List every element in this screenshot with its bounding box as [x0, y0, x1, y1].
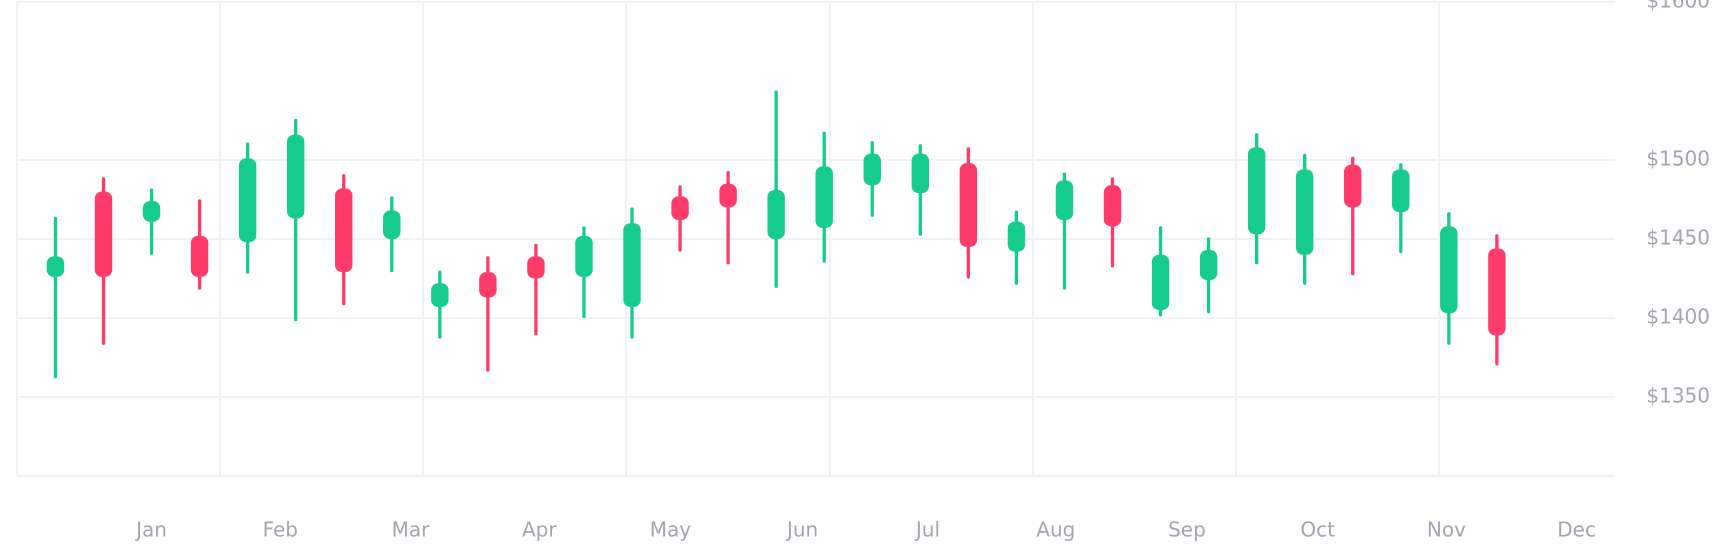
candle-body — [1440, 226, 1458, 314]
x-tick-label: Jan — [134, 518, 167, 542]
candle-body — [1103, 185, 1122, 227]
x-tick-label: Aug — [1036, 518, 1075, 542]
candle-body — [719, 183, 737, 208]
x-tick-label: Oct — [1300, 518, 1335, 542]
candle-body — [142, 201, 161, 222]
y-tick-label: $1350 — [1646, 384, 1710, 408]
candle-body — [911, 153, 930, 194]
candle-body — [190, 235, 209, 277]
candle-body — [959, 163, 978, 247]
candle-body — [1007, 221, 1026, 252]
candle-body — [575, 235, 593, 277]
candle-body — [46, 256, 65, 277]
y-tick-label: $1500 — [1646, 147, 1710, 171]
x-tick-label: Nov — [1427, 518, 1466, 542]
candle-body — [94, 191, 113, 277]
candle-body — [815, 166, 833, 228]
candle-body — [383, 210, 401, 239]
candle-body — [431, 283, 449, 307]
candle-body — [863, 153, 881, 186]
candle-body — [1247, 147, 1266, 235]
candle-body — [1199, 250, 1218, 281]
candle-body — [335, 188, 353, 273]
candle-body — [527, 256, 545, 279]
candle-body — [623, 223, 641, 307]
candle-body — [1055, 180, 1074, 221]
x-tick-label: Jun — [785, 518, 818, 542]
candle-body — [1344, 164, 1362, 208]
y-tick-label: $1600 — [1646, 0, 1710, 13]
candle-body — [671, 196, 689, 221]
y-tick-label: $1450 — [1646, 226, 1710, 250]
candle-body — [767, 190, 785, 239]
x-tick-label: May — [650, 518, 692, 542]
x-tick-label: Apr — [522, 518, 557, 542]
x-tick-label: Sep — [1168, 518, 1206, 542]
x-tick-label: Dec — [1557, 518, 1596, 542]
candle-body — [1295, 169, 1314, 255]
candle-body — [1392, 169, 1410, 213]
candle-body — [286, 134, 305, 219]
x-tick-label: Jul — [914, 518, 940, 542]
candle-body — [479, 272, 497, 298]
candle-body — [238, 158, 257, 243]
x-tick-label: Mar — [392, 518, 431, 542]
x-tick-label: Feb — [263, 518, 298, 542]
candle-body — [1488, 248, 1506, 336]
y-tick-label: $1400 — [1646, 305, 1710, 329]
candle-body — [1151, 254, 1170, 311]
